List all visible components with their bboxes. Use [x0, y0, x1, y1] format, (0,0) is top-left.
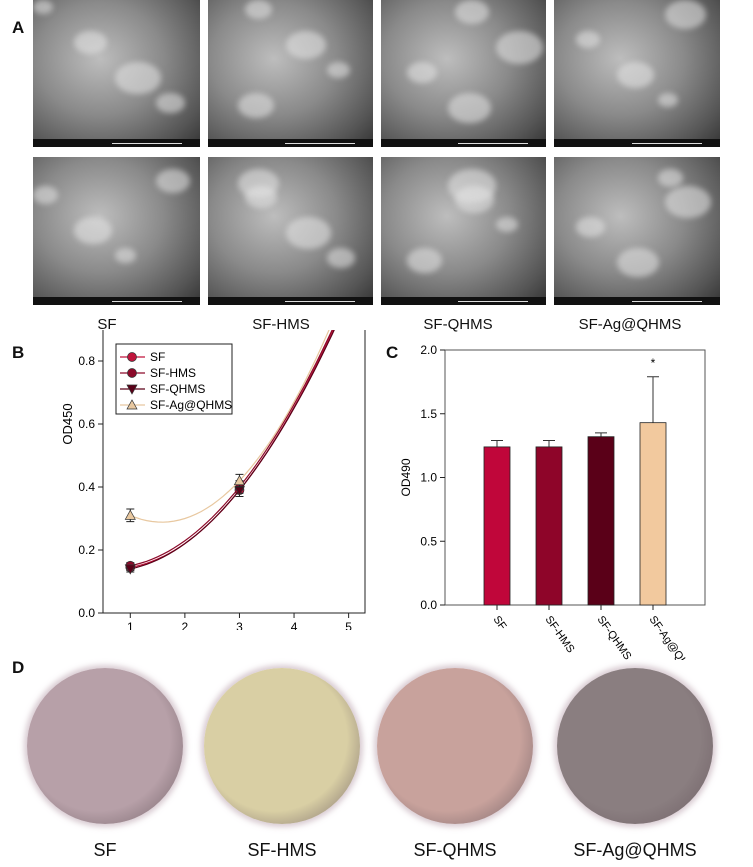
scale-bar: [632, 301, 702, 302]
dish-group-label: SF: [93, 840, 117, 860]
sem-group-label: SF-QHMS: [423, 316, 493, 333]
bar-SF-Ag@QHMS: [639, 422, 667, 606]
scaffold-dish-photo: [377, 668, 533, 824]
x-tick-label: SF-QHMS: [595, 614, 634, 660]
scaffold-dish-photo: [204, 668, 360, 824]
error-bar: [595, 432, 607, 437]
sem-group-label: SF-Ag@QHMS: [578, 316, 682, 333]
error-bar: [491, 440, 503, 447]
legend-entry: SF-QHMS: [150, 382, 205, 396]
panel-label-c: C: [386, 343, 399, 362]
data-point: [127, 368, 137, 378]
scale-bar: [458, 301, 528, 302]
panel-label-a: A: [12, 18, 25, 37]
bar-SF-QHMS: [587, 436, 615, 606]
sem-image: [554, 0, 720, 147]
scale-bar: [285, 143, 355, 144]
x-tick-label: 1: [127, 620, 134, 630]
x-tick-label: SF-Ag@QHMS: [647, 614, 700, 660]
dish-group-label: SF-Ag@QHMS: [573, 840, 697, 860]
data-point: [124, 564, 136, 575]
x-tick-label: 4: [291, 620, 298, 630]
sem-image: [33, 157, 200, 305]
bar-SF: [483, 446, 511, 606]
y-tick-label: 0.0: [420, 598, 437, 612]
dish-group-label: SF-QHMS: [413, 840, 497, 860]
y-axis-label: OD450: [60, 403, 75, 444]
significance-mark: *: [651, 356, 656, 370]
dish-group-label: SF-HMS: [247, 840, 317, 860]
y-tick-label: 0.4: [78, 480, 95, 494]
data-point: [233, 474, 246, 486]
sem-image: [381, 157, 546, 305]
y-tick-label: 2.0: [420, 343, 437, 357]
scale-bar: [285, 301, 355, 302]
legend-entry: SF: [150, 350, 165, 364]
y-tick-label: 0.2: [78, 543, 95, 557]
y-tick-label: 1.0: [420, 471, 437, 485]
scale-bar: [112, 143, 182, 144]
legend-entry: SF-HMS: [150, 366, 196, 380]
sem-image: [381, 0, 546, 147]
legend-entry: SF-Ag@QHMS: [150, 398, 232, 412]
bar-SF-HMS: [535, 446, 563, 606]
x-tick-label: SF: [491, 614, 509, 633]
panel-label-d: D: [12, 658, 25, 677]
sem-image: [208, 157, 373, 305]
y-axis-label: OD490: [399, 458, 413, 496]
sem-group-label: SF-HMS: [252, 316, 310, 333]
y-tick-label: 0.8: [78, 354, 95, 368]
sem-image: [554, 157, 720, 305]
line-chart-od450: 0.00.20.40.60.81.01.212345Time(Day)OD450…: [60, 330, 366, 630]
x-tick-label: 3: [236, 620, 243, 630]
legend: SF SF-HMS SF-QHMS SF-Ag@QHMS: [115, 343, 233, 415]
scaffold-dish-photo: [27, 668, 183, 824]
data-point: [126, 384, 138, 395]
scaffold-dish-photo: [557, 668, 713, 824]
y-tick-label: 0.0: [78, 606, 95, 620]
data-point: [126, 399, 138, 410]
y-tick-label: 1.5: [420, 407, 437, 421]
y-tick-label: 0.5: [420, 534, 437, 548]
series-SF-Ag@QHMS: [124, 330, 330, 523]
scale-bar: [112, 301, 182, 302]
bar-chart-od490: 0.0 0.5 1.0 1.5 2.0 OD490 SF SF-HMS SF-QHMS SF-Ag…: [399, 343, 706, 660]
error-bar: [543, 440, 555, 447]
panel-label-b: B: [12, 343, 25, 362]
x-tick-label: 2: [182, 620, 189, 630]
scale-bar: [632, 143, 702, 144]
y-tick-label: 0.6: [78, 417, 95, 431]
data-point: [124, 509, 136, 520]
data-point: [127, 352, 137, 362]
scale-bar: [458, 143, 528, 144]
sem-image: [208, 0, 373, 147]
series-SF-QHMS: [124, 330, 335, 575]
sem-group-label: SF: [97, 316, 117, 333]
error-bar: [647, 376, 659, 423]
x-tick-label: SF-HMS: [543, 614, 577, 655]
x-tick-label: 5: [345, 620, 352, 630]
sem-image: [33, 0, 200, 147]
